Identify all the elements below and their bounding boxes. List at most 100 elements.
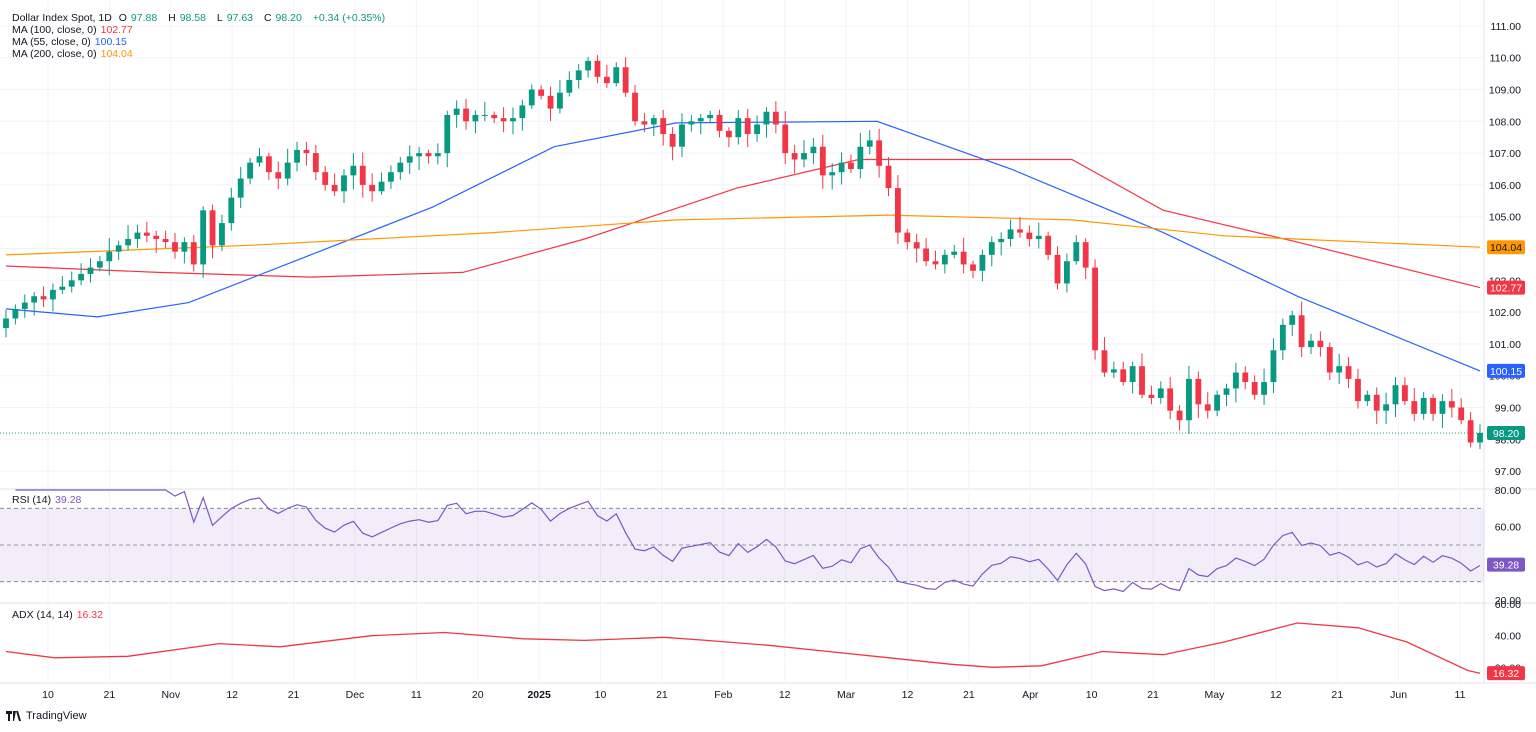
x-tick-label: 21 [1331, 689, 1343, 701]
ma-tag-2: 104.04 [1490, 242, 1522, 254]
candle-body [1176, 410, 1183, 421]
candle [284, 148, 291, 186]
adx-y-tick: 60.00 [1495, 599, 1521, 611]
candle [735, 110, 742, 145]
candle [388, 165, 394, 189]
candle-body [1035, 235, 1042, 239]
candle-body [87, 267, 94, 274]
candle-body [359, 165, 366, 185]
candle-body [294, 149, 300, 163]
candle-body [1110, 369, 1117, 373]
candle [566, 71, 573, 97]
candle [754, 115, 760, 142]
candle-body [979, 254, 986, 271]
candle-body [641, 121, 648, 125]
branding[interactable]: TradingView [6, 710, 87, 722]
low-label: L 97.63 [216, 12, 254, 24]
candle [1467, 411, 1474, 448]
candle-body [1364, 394, 1371, 402]
candle-body [726, 130, 732, 138]
candle [31, 292, 38, 316]
rsi-legend[interactable]: RSI (14) 39.28 [12, 494, 82, 506]
ma-tag-0: 102.77 [1490, 283, 1522, 295]
x-tick-label: Dec [346, 689, 365, 701]
x-tick-label: 20 [472, 689, 484, 701]
y-tick-label: 108.00 [1489, 116, 1521, 128]
candle-body [1214, 394, 1221, 411]
adx-legend[interactable]: ADX (14, 14) 16.32 [12, 609, 103, 621]
ma100-legend[interactable]: MA (100, close, 0) 102.77 [12, 24, 133, 36]
candle [303, 141, 310, 166]
candle [12, 304, 19, 325]
ma200-legend[interactable]: MA (200, close, 0) 104.04 [12, 48, 133, 60]
candle [50, 283, 56, 312]
candle [547, 86, 554, 122]
y-tick-label: 105.00 [1489, 212, 1521, 224]
candle [1355, 368, 1361, 409]
candle [21, 294, 28, 318]
candle [603, 64, 610, 88]
candle [904, 228, 911, 250]
candle [932, 250, 939, 270]
candle-body [1186, 378, 1192, 421]
candle-body [1458, 407, 1465, 421]
candle-body [265, 156, 272, 173]
candle-body [1073, 242, 1080, 262]
candle [557, 80, 563, 114]
candle-body [1373, 394, 1380, 411]
candle-body [68, 280, 75, 287]
candle [162, 230, 169, 248]
candle [1298, 301, 1305, 358]
candle [472, 110, 479, 134]
candle-body [237, 178, 244, 198]
candle-body [594, 60, 601, 77]
candle [153, 230, 160, 254]
candle [1120, 361, 1127, 386]
candle [1430, 394, 1436, 421]
candle [998, 232, 1005, 256]
candle-body [998, 238, 1005, 243]
candle-body [1251, 382, 1258, 395]
candle-body [153, 235, 160, 239]
candle [1082, 238, 1089, 280]
candle [68, 271, 75, 293]
candle [1139, 353, 1145, 399]
candle-body [1242, 372, 1249, 383]
ma-tag-1: 100.15 [1490, 366, 1522, 378]
candle-body [1129, 366, 1136, 383]
candle [1073, 235, 1080, 265]
rsi-tag: 39.28 [1493, 560, 1519, 572]
candle-body [472, 114, 479, 122]
candle-body [1261, 382, 1267, 395]
candle [1186, 365, 1192, 434]
candle [650, 114, 657, 137]
candle [1317, 331, 1324, 357]
candle-body [228, 197, 235, 224]
candle-body [1232, 372, 1239, 389]
candle-body [3, 318, 9, 328]
candle-body [1148, 394, 1155, 398]
candle [594, 55, 601, 84]
candle [782, 111, 789, 164]
candle [585, 56, 591, 78]
candle-body [575, 70, 582, 80]
grid-layer [0, 0, 1536, 684]
last-price-tag-bg [1487, 425, 1525, 440]
candle-body [491, 114, 498, 119]
candle [1110, 361, 1117, 379]
axis-layer: 111.00 110.00 109.00 108.00 107.00 106.00 105.… [42, 21, 1525, 701]
candle-body [1082, 242, 1089, 268]
candle [763, 107, 770, 138]
candle [1364, 390, 1371, 406]
candle [106, 238, 113, 276]
candle [312, 144, 319, 181]
candle-body [1204, 404, 1211, 411]
close-label: C 98.20 [263, 12, 302, 24]
ma55-legend[interactable]: MA (55, close, 0) 100.15 [12, 36, 127, 48]
candle [1007, 219, 1014, 247]
candle [491, 111, 498, 124]
candle-body [1326, 347, 1333, 373]
candle [1448, 388, 1455, 418]
